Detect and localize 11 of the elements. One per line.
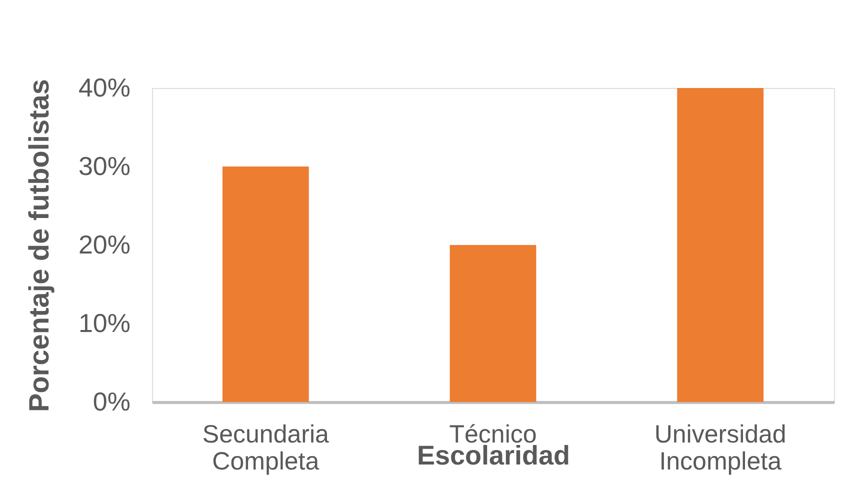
bar bbox=[222, 166, 309, 402]
y-tick-label: 20% bbox=[78, 230, 130, 260]
y-tick-label: 30% bbox=[78, 151, 130, 181]
y-axis-title: Porcentaje de futbolistas bbox=[24, 79, 54, 412]
x-tick-label: Universidad Incompleta bbox=[654, 420, 786, 476]
bar bbox=[450, 245, 536, 402]
x-tick-label: Secundaria Completa bbox=[202, 420, 329, 476]
y-tick-label: 0% bbox=[92, 386, 130, 416]
bar bbox=[677, 88, 764, 402]
y-tick-label: 10% bbox=[78, 308, 130, 338]
y-tick-label: 40% bbox=[78, 72, 130, 102]
